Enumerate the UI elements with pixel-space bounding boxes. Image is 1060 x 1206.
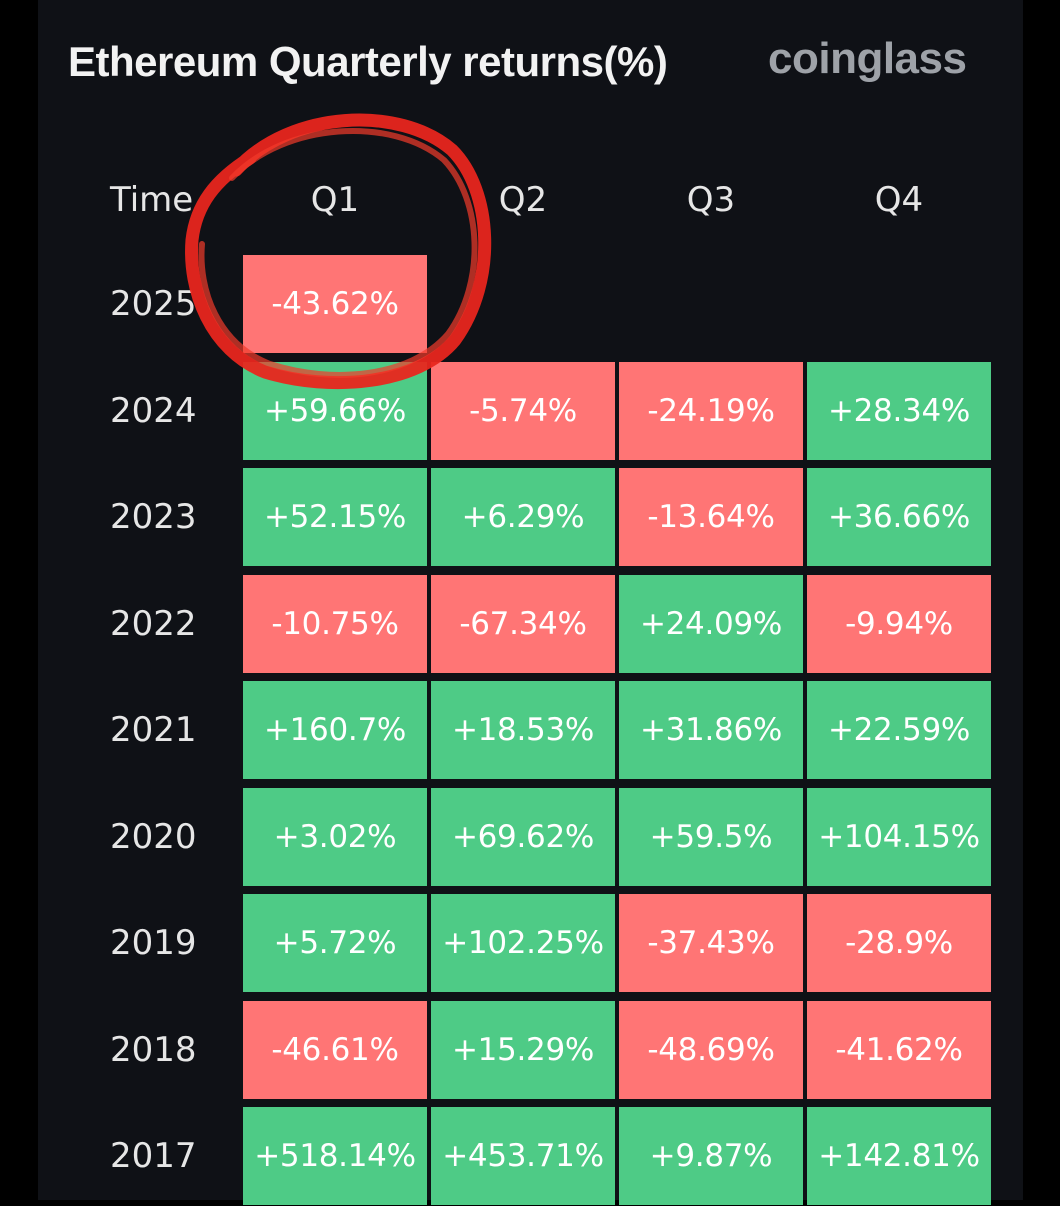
- row-label-2018: 2018: [110, 1029, 197, 1070]
- cell-2018-q4: -41.62%: [807, 1000, 991, 1099]
- cell-2019-q3: -37.43%: [619, 894, 803, 992]
- cell-2018-q3: -48.69%: [619, 1000, 803, 1099]
- cell-2017-q3: +9.87%: [619, 1107, 803, 1205]
- cell-2024-q4: +28.34%: [807, 361, 991, 460]
- column-header-q4: Q4: [874, 180, 924, 220]
- cell-2017-q1: +518.14%: [243, 1107, 427, 1205]
- row-label-2022: 2022: [110, 603, 197, 644]
- row-label-2025: 2025: [110, 284, 197, 324]
- cell-2023-q3: -13.64%: [619, 468, 803, 566]
- row-label-2024: 2024: [110, 390, 197, 431]
- cell-2021-q1: +160.7%: [243, 681, 427, 779]
- cell-2021-q2: +18.53%: [431, 681, 615, 779]
- cell-2023-q1: +52.15%: [243, 468, 427, 566]
- cell-2019-q4: -28.9%: [807, 894, 991, 992]
- cell-2022-q2: -67.34%: [431, 574, 615, 673]
- column-header-time: Time: [110, 180, 194, 220]
- cell-2020-q1: +3.02%: [243, 787, 427, 886]
- row-label-2020: 2020: [110, 816, 197, 857]
- column-header-q1: Q1: [310, 180, 360, 220]
- cell-2020-q3: +59.5%: [619, 787, 803, 886]
- cell-2020-q4: +104.15%: [807, 787, 991, 886]
- cell-2022-q3: +24.09%: [619, 574, 803, 673]
- row-label-2017: 2017: [110, 1136, 197, 1176]
- column-header-q3: Q3: [686, 180, 736, 220]
- cell-2021-q4: +22.59%: [807, 681, 991, 779]
- cell-2018-q1: -46.61%: [243, 1000, 427, 1099]
- cell-2025-q1: -43.62%: [243, 255, 427, 353]
- cell-2020-q2: +69.62%: [431, 787, 615, 886]
- cell-2017-q4: +142.81%: [807, 1107, 991, 1205]
- column-header-q2: Q2: [498, 180, 548, 220]
- chart-title: Ethereum Quarterly returns(%): [68, 38, 668, 85]
- cell-2023-q2: +6.29%: [431, 468, 615, 566]
- cell-2024-q1: +59.66%: [243, 361, 427, 460]
- cell-2022-q4: -9.94%: [807, 574, 991, 673]
- cell-2021-q3: +31.86%: [619, 681, 803, 779]
- row-label-2019: 2019: [110, 923, 197, 963]
- cell-2024-q3: -24.19%: [619, 361, 803, 460]
- cell-2017-q2: +453.71%: [431, 1107, 615, 1205]
- brand-logo-text: coinglass: [768, 34, 967, 83]
- cell-2019-q1: +5.72%: [243, 894, 427, 992]
- cell-2018-q2: +15.29%: [431, 1000, 615, 1099]
- row-label-2023: 2023: [110, 497, 197, 537]
- cell-2024-q2: -5.74%: [431, 361, 615, 460]
- cell-2022-q1: -10.75%: [243, 574, 427, 673]
- row-label-2021: 2021: [110, 710, 197, 750]
- cell-2023-q4: +36.66%: [807, 468, 991, 566]
- cell-2019-q2: +102.25%: [431, 894, 615, 992]
